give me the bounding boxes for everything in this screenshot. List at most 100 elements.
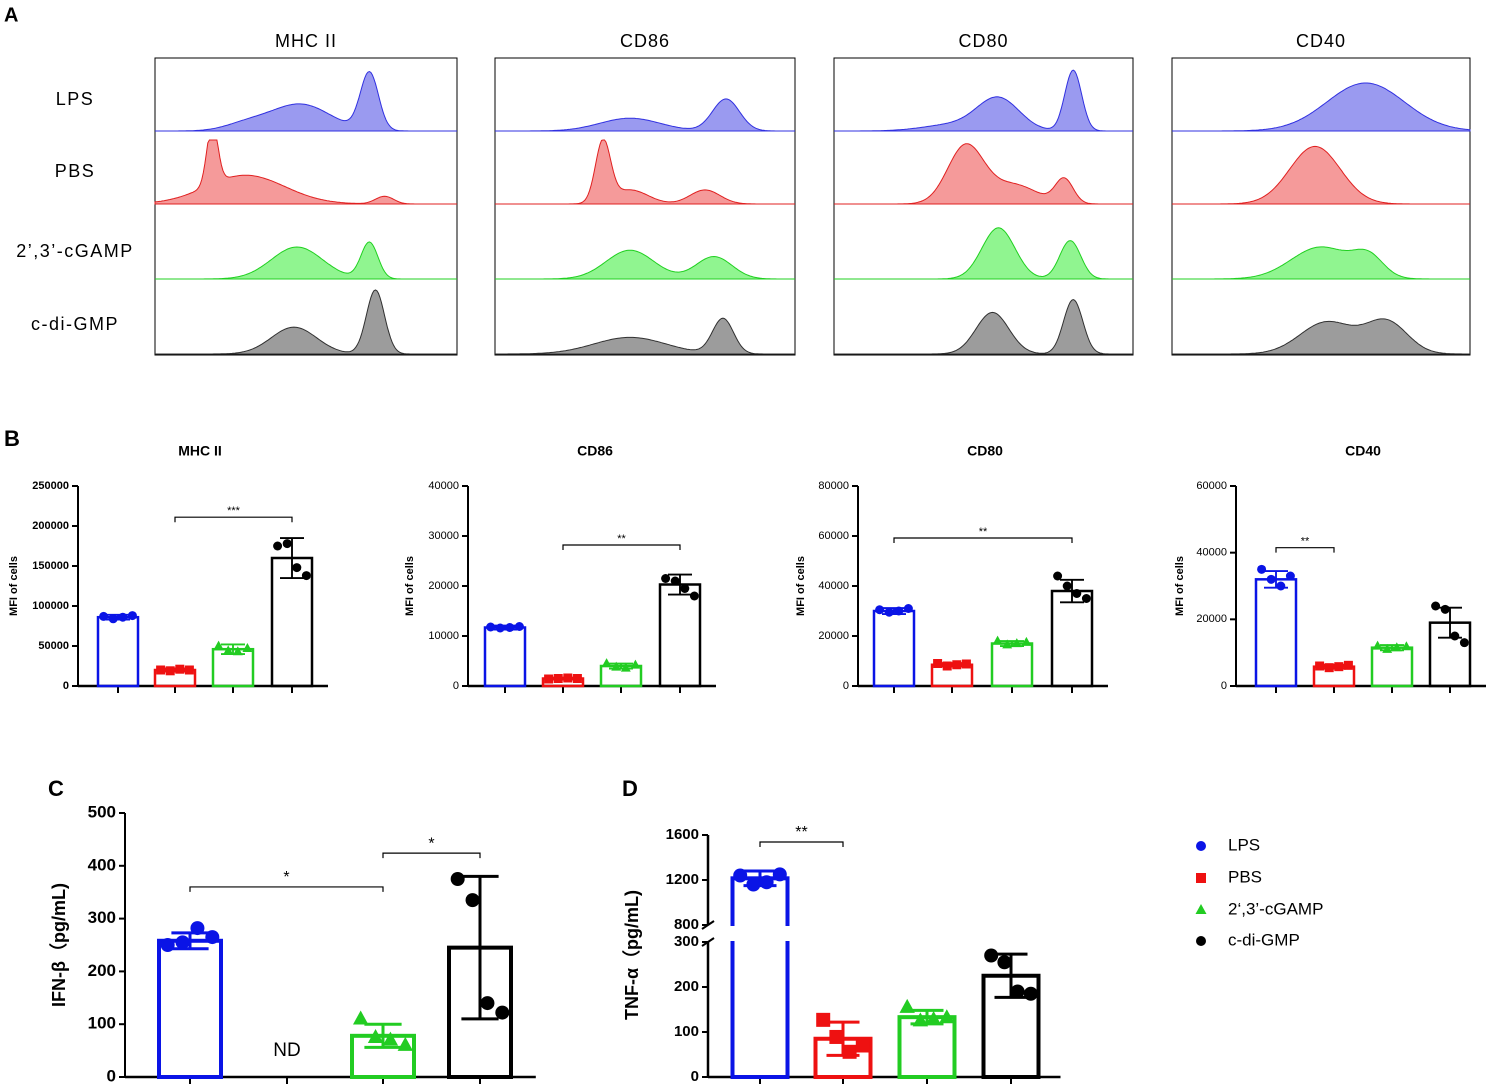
- y-tick-label: 300: [674, 933, 699, 950]
- data-point: [232, 646, 243, 656]
- legend-label: LPS: [1228, 835, 1260, 854]
- y-tick-label: 200000: [32, 520, 69, 532]
- panel-label: A: [4, 4, 18, 26]
- data-point: [1382, 643, 1393, 653]
- significance-label: **: [979, 526, 988, 538]
- row-label: PBS: [55, 161, 96, 181]
- y-tick-label: 100: [88, 1014, 116, 1033]
- y-tick-label: 100000: [32, 600, 69, 612]
- significance-bracket: [759, 841, 844, 847]
- error-bar: [461, 874, 499, 1021]
- data-point: [903, 604, 913, 613]
- bar-break-gap: [729, 926, 791, 941]
- data-point: [367, 1029, 384, 1043]
- data-point: [1266, 574, 1276, 584]
- significance-label: **: [1301, 536, 1310, 548]
- data-point: [961, 659, 971, 669]
- y-tick-label: 60000: [1196, 480, 1227, 492]
- data-point: [875, 605, 885, 615]
- data-point: [1459, 638, 1469, 648]
- significance-bracket: [1275, 547, 1335, 553]
- data-point: [1021, 636, 1032, 646]
- chart-title: MHC II: [178, 443, 222, 459]
- data-point: [746, 877, 761, 892]
- data-point: [1440, 604, 1450, 614]
- y-tick-label: 150000: [32, 560, 69, 572]
- data-point: [514, 622, 524, 631]
- y-tick-label: 0: [63, 680, 69, 692]
- y-axis-label: TNF-α（pg/mL): [622, 890, 642, 1020]
- histogram-frame: [1171, 57, 1471, 356]
- column-title: MHC II: [275, 31, 337, 51]
- y-tick-label: 50000: [38, 640, 69, 652]
- data-point: [160, 938, 175, 952]
- histogram: [155, 241, 457, 280]
- data-point: [1324, 663, 1334, 673]
- data-point: [1372, 640, 1383, 650]
- data-point: [108, 614, 118, 624]
- data-point: [175, 935, 190, 950]
- data-point: [816, 1012, 831, 1027]
- legend-marker: [1196, 936, 1206, 946]
- data-point: [301, 571, 311, 581]
- significance-bracket: [189, 886, 384, 892]
- error-bar: [280, 537, 304, 579]
- data-point: [925, 1011, 942, 1025]
- data-point: [855, 1038, 870, 1053]
- data-point: [495, 1005, 510, 1020]
- data-point: [165, 666, 175, 676]
- bar: [1050, 589, 1094, 688]
- data-point: [680, 584, 690, 593]
- bar: [990, 642, 1034, 688]
- error-bar: [364, 1022, 402, 1049]
- data-point: [505, 623, 515, 632]
- data-point: [486, 622, 496, 632]
- data-point: [894, 606, 904, 616]
- y-tick-label: 100: [674, 1023, 699, 1040]
- y-tick-label: 300: [88, 908, 116, 927]
- data-point: [1401, 641, 1412, 651]
- legend-marker: [1196, 873, 1206, 883]
- y-axis-label: MFI of cells: [8, 556, 20, 616]
- data-point: [1023, 986, 1038, 1001]
- data-point: [190, 921, 205, 936]
- chart-title: CD80: [967, 443, 1003, 459]
- data-point: [175, 664, 185, 674]
- data-point: [759, 875, 774, 890]
- data-point: [630, 659, 641, 669]
- data-point: [99, 611, 109, 621]
- bar: [872, 609, 916, 688]
- data-point: [553, 674, 563, 683]
- y-tick-label: 500: [88, 802, 116, 821]
- data-point: [292, 563, 302, 573]
- data-point: [689, 591, 699, 601]
- y-tick-label: 0: [1221, 680, 1227, 692]
- data-point: [842, 1044, 857, 1059]
- y-tick-label: 200: [674, 978, 699, 995]
- y-tick-label: 400: [88, 855, 116, 874]
- column-title: CD40: [1296, 31, 1346, 51]
- data-point: [352, 1010, 369, 1025]
- data-point: [1391, 642, 1402, 652]
- data-point: [450, 872, 465, 886]
- error-bar: [1060, 578, 1084, 604]
- data-point: [205, 930, 220, 945]
- data-point: [670, 576, 680, 586]
- data-point: [997, 955, 1012, 970]
- data-point: [1011, 638, 1022, 648]
- y-axis-label: IFN-β（pg/mL): [49, 883, 69, 1007]
- data-point: [733, 868, 748, 883]
- data-point: [242, 643, 253, 652]
- data-point: [480, 996, 495, 1011]
- y-tick-label: 40000: [1196, 547, 1227, 559]
- histogram-frame: [154, 57, 458, 356]
- bar: [730, 876, 790, 1079]
- histogram: [1172, 145, 1470, 205]
- legend-label: PBS: [1228, 867, 1262, 886]
- y-tick-label: 800: [674, 916, 699, 933]
- data-point: [1257, 564, 1267, 574]
- data-point: [933, 659, 943, 668]
- legend-label: 2‘,3’-cGAMP: [1228, 899, 1323, 918]
- data-point: [1081, 594, 1091, 603]
